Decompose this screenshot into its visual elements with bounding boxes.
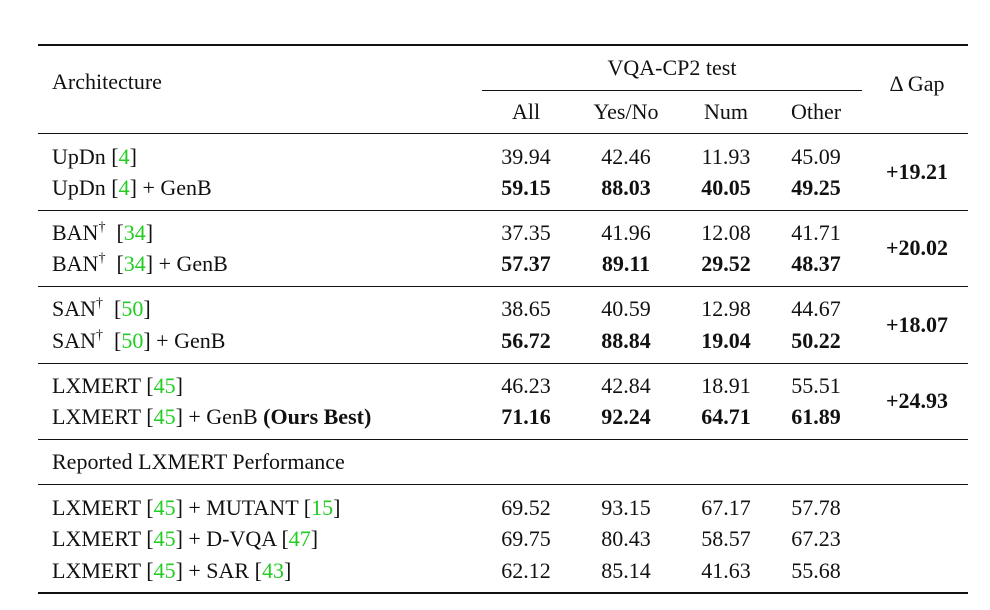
gap-value: +24.93 [885,388,949,413]
cell-num: 29.52 [701,251,751,276]
group-rule [482,90,862,91]
cell-all: 71.16 [501,404,551,429]
cell-yesno: 40.59 [601,296,651,321]
dagger-mark: † [98,220,106,235]
citation-link[interactable]: 4 [118,144,130,169]
citation-link[interactable]: 47 [288,526,311,551]
cell-num: 12.98 [701,296,751,321]
row-label: LXMERT [45] + GenB (Ours Best) [52,404,372,429]
dagger-mark: † [96,328,104,343]
row-label: SAN† [50] [52,296,151,321]
cell-all: 46.23 [501,373,551,398]
cell-other: 41.71 [791,220,841,245]
header-yesno: Yes/No [593,99,659,124]
header-gap: Δ Gap [889,71,945,96]
citation-link[interactable]: 45 [153,526,176,551]
cell-all: 39.94 [501,144,551,169]
cell-other: 57.78 [791,495,841,520]
citation-link[interactable]: 15 [311,495,334,520]
citation-link[interactable]: 50 [121,296,144,321]
citation-link[interactable]: 45 [153,495,176,520]
row-label: BAN† [34] + GenB [52,251,228,276]
cell-other: 49.25 [791,175,841,200]
cell-other: 67.23 [791,526,841,551]
cell-num: 18.91 [701,373,751,398]
cell-other: 45.09 [791,144,841,169]
cell-all: 57.37 [501,251,551,276]
row-label: LXMERT [45] + MUTANT [15] [52,495,341,520]
reported-divider [38,484,968,485]
cell-other: 48.37 [791,251,841,276]
cell-num: 64.71 [701,404,751,429]
citation-link[interactable]: 50 [121,328,144,353]
cell-yesno: 89.11 [601,251,651,276]
cell-other: 55.68 [791,558,841,583]
citation-link[interactable]: 45 [153,373,176,398]
cell-yesno: 88.84 [601,328,651,353]
cell-num: 58.57 [701,526,751,551]
row-label: UpDn [4] + GenB [52,175,212,200]
citation-link[interactable]: 45 [153,404,176,429]
citation-link[interactable]: 34 [123,251,146,276]
row-label: UpDn [4] [52,144,137,169]
gap-value: +18.07 [885,312,949,337]
cell-all: 69.52 [501,495,551,520]
cell-num: 19.04 [701,328,751,353]
cell-num: 12.08 [701,220,751,245]
row-label: LXMERT [45] + SAR [43] [52,558,292,583]
cell-yesno: 92.24 [601,404,651,429]
cell-yesno: 80.43 [601,526,651,551]
group-divider-4 [38,439,968,440]
dagger-mark: † [96,296,104,311]
header-all: All [511,99,541,124]
group-divider-1 [38,210,968,211]
row-label: BAN† [34] [52,220,154,245]
cell-other: 61.89 [791,404,841,429]
cell-all: 62.12 [501,558,551,583]
citation-link[interactable]: 34 [123,220,146,245]
header-other: Other [790,99,842,124]
cell-num: 11.93 [701,144,751,169]
cell-num: 40.05 [701,175,751,200]
cell-num: 41.63 [701,558,751,583]
cell-all: 69.75 [501,526,551,551]
row-label: SAN† [50] + GenB [52,328,226,353]
cell-all: 38.65 [501,296,551,321]
header-rule [38,133,968,134]
row-label: LXMERT [45] [52,373,183,398]
gap-value: +20.02 [885,235,949,260]
gap-value: +19.21 [885,159,949,184]
cell-all: 59.15 [501,175,551,200]
dagger-mark: † [98,251,106,266]
cell-other: 44.67 [791,296,841,321]
bottom-rule [38,592,968,594]
header-num: Num [704,99,748,124]
citation-link[interactable]: 4 [118,175,130,200]
row-label: LXMERT [45] + D-VQA [47] [52,526,319,551]
cell-yesno: 93.15 [601,495,651,520]
citation-link[interactable]: 43 [261,558,284,583]
group-divider-2 [38,286,968,287]
cell-yesno: 41.96 [601,220,651,245]
cell-other: 50.22 [791,328,841,353]
cell-yesno: 42.46 [601,144,651,169]
cell-yesno: 85.14 [601,558,651,583]
cell-yesno: 42.84 [601,373,651,398]
citation-link[interactable]: 45 [153,558,176,583]
cell-all: 56.72 [501,328,551,353]
cell-all: 37.35 [501,220,551,245]
cell-other: 55.51 [791,373,841,398]
top-rule [38,44,968,46]
group-divider-3 [38,363,968,364]
section-title: Reported LXMERT Performance [52,449,345,474]
header-group: VQA-CP2 test [607,55,737,80]
header-architecture: Architecture [52,69,162,94]
cell-num: 67.17 [701,495,751,520]
cell-yesno: 88.03 [601,175,651,200]
